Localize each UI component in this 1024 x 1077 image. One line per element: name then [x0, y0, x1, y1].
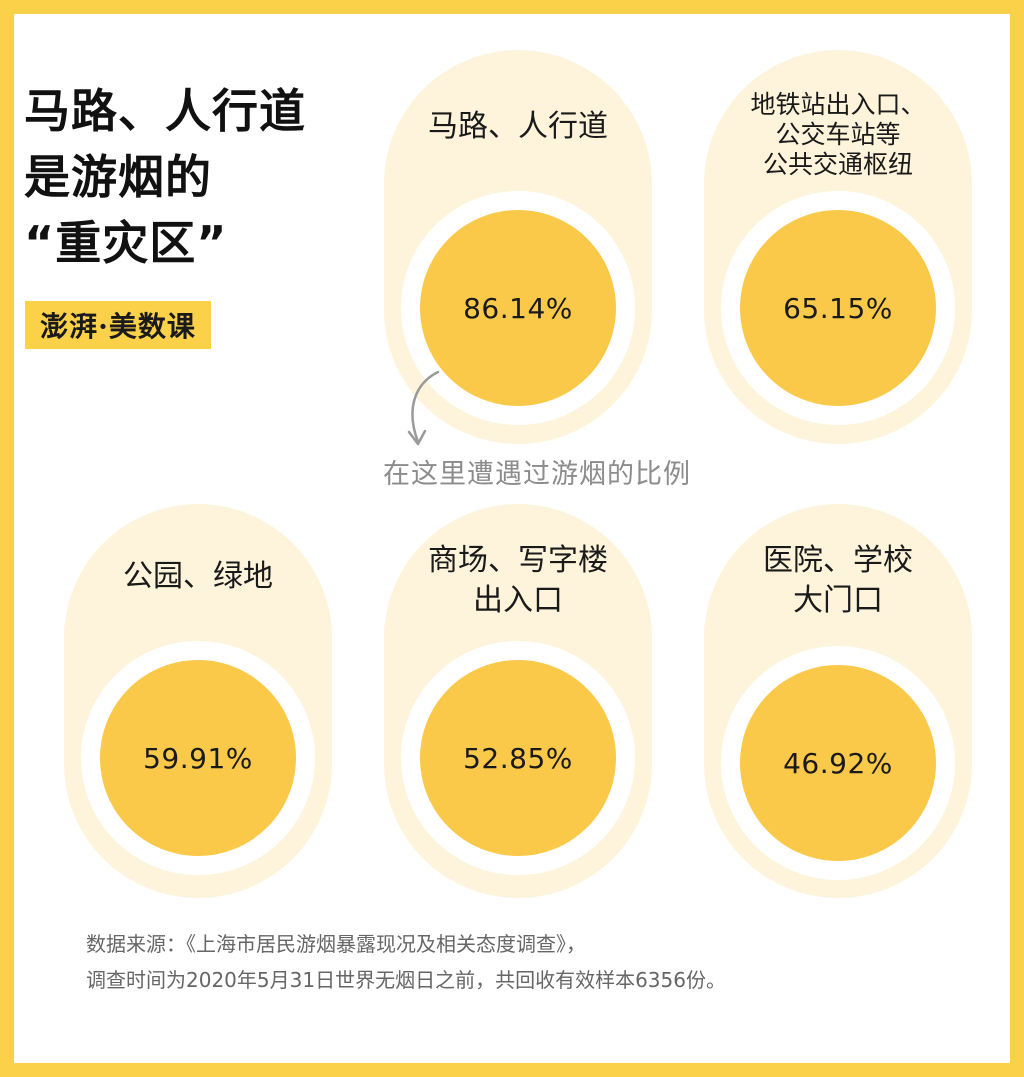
headline-line: 马路、人行道 [24, 84, 306, 138]
location-label: 商场、写字楼 出入口 [384, 541, 652, 621]
circle-ring: 59.91% [81, 641, 315, 875]
value-circle: 65.15% [740, 210, 936, 406]
location-card: 地铁站出入口、 公交车站等 公共交通枢纽 65.15% [704, 50, 972, 444]
location-card: 医院、学校 大门口 46.92% [704, 504, 972, 898]
value-label: 52.85% [463, 741, 573, 775]
value-circle: 86.14% [420, 210, 616, 406]
curved-arrow-icon [407, 370, 440, 446]
location-label-line: 公园、绿地 [123, 559, 273, 594]
value-circle: 59.91% [100, 660, 296, 856]
source-line: 调查时间为2020年5月31日世界无烟日之前，共回收有效样本6356份。 [86, 968, 726, 992]
value-label: 59.91% [143, 741, 253, 775]
headline-line: 是游烟的 [24, 150, 212, 204]
circle-ring: 65.15% [721, 191, 955, 425]
location-label-line: 地铁站出入口、 [750, 90, 926, 119]
circle-ring: 86.14% [401, 191, 635, 425]
value-circle: 52.85% [420, 660, 616, 856]
brand-logo: 澎湃·美数课 [25, 301, 211, 349]
value-label: 65.15% [783, 291, 893, 325]
location-card: 商场、写字楼 出入口 52.85% [384, 504, 652, 898]
location-label-line: 马路、人行道 [428, 109, 608, 144]
annotation-text: 在这里遭遇过游烟的比例 [383, 459, 691, 490]
location-label: 马路、人行道 [384, 108, 652, 146]
location-label: 公园、绿地 [64, 558, 332, 596]
source-note: 数据来源：《上海市居民游烟暴露现况及相关态度调查》， 调查时间为2020年5月3… [86, 926, 726, 998]
location-label-line: 出入口 [473, 583, 563, 618]
circle-ring: 52.85% [401, 641, 635, 875]
value-label: 86.14% [463, 291, 573, 325]
value-label: 46.92% [783, 746, 893, 780]
headline-line: “重灾区” [24, 216, 228, 270]
location-label: 地铁站出入口、 公交车站等 公共交通枢纽 [704, 90, 972, 180]
location-label-line: 公交车站等 [775, 120, 901, 149]
location-card: 公园、绿地 59.91% [64, 504, 332, 898]
location-label-line: 公共交通枢纽 [762, 150, 913, 179]
location-label-line: 商场、写字楼 [428, 543, 608, 578]
location-label-line: 大门口 [793, 583, 883, 618]
location-label: 医院、学校 大门口 [704, 541, 972, 621]
value-circle: 46.92% [740, 665, 936, 861]
circle-ring: 46.92% [721, 646, 955, 880]
headline: 马路、人行道 是游烟的 “重灾区” [24, 78, 364, 276]
source-line: 数据来源：《上海市居民游烟暴露现况及相关态度调查》， [86, 932, 586, 956]
location-label-line: 医院、学校 [763, 543, 913, 578]
location-card: 马路、人行道 86.14% [384, 50, 652, 444]
